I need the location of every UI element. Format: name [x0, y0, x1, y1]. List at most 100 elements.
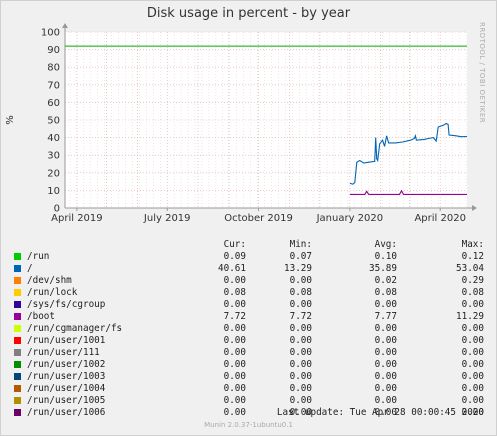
x-tick-label: October 2019 [224, 213, 293, 224]
legend-row: /run/cgmanager/fs 0.00 0.00 0.00 0.00 [0, 323, 497, 335]
legend-value-max: 0.00 [461, 383, 484, 394]
legend-series-name: /run/user/1005 [27, 395, 106, 406]
legend-value-max: 0.08 [461, 287, 484, 298]
legend-value-min: 0.00 [289, 299, 312, 310]
chart-title: Disk usage in percent - by year [146, 6, 351, 21]
legend-row: /run 0.09 0.07 0.10 0.12 [0, 251, 497, 263]
legend-row: /run/user/1005 0.00 0.00 0.00 0.00 [0, 395, 497, 407]
legend-series-name: /run/user/111 [27, 347, 100, 358]
last-update: Last update: Tue Apr 28 00:00:45 2020 [276, 407, 484, 418]
legend-value-cur: 0.09 [223, 251, 246, 262]
legend-swatch [14, 301, 21, 308]
legend-value-min: 0.00 [289, 359, 312, 370]
y-tick-label: 60 [47, 98, 60, 109]
legend-header-max: Max: [461, 239, 484, 250]
y-tick-label: 50 [47, 116, 60, 127]
legend-value-cur: 40.61 [218, 263, 246, 274]
legend-row: /run/user/1002 0.00 0.00 0.00 0.00 [0, 359, 497, 371]
legend-swatch [14, 409, 21, 416]
legend-value-min: 13.29 [284, 263, 312, 274]
legend-value-max: 0.00 [461, 323, 484, 334]
legend-value-max: 0.00 [461, 347, 484, 358]
legend-series-name: /run/cgmanager/fs [27, 323, 123, 334]
y-tick-label: 30 [47, 151, 60, 162]
rrdtool-credit: RRDTOOL / TOBI OETIKER [478, 22, 486, 124]
y-tick-label: 80 [47, 63, 60, 74]
legend-value-min: 0.00 [289, 395, 312, 406]
legend-value-max: 0.00 [461, 359, 484, 370]
legend-value-avg: 0.00 [374, 359, 397, 370]
legend-value-min: 0.00 [289, 407, 312, 418]
legend-value-max: 0.12 [461, 251, 484, 262]
legend-value-avg: 0.08 [374, 287, 397, 298]
legend-value-max: 0.00 [461, 371, 484, 382]
x-axis-arrow [472, 205, 477, 211]
legend-value-max: 0.29 [461, 275, 484, 286]
y-tick-label: 0 [54, 204, 60, 215]
legend-value-min: 0.08 [289, 287, 312, 298]
legend-series-name: /run/user/1002 [27, 359, 106, 370]
legend-row: /run/user/1006 0.00 0.00 0.00 0.00 [0, 407, 497, 419]
legend-swatch [14, 325, 21, 332]
legend-swatch [14, 265, 21, 272]
x-tick-label: January 2020 [316, 213, 384, 224]
legend-value-cur: 0.00 [223, 359, 246, 370]
y-tick-label: 10 [47, 186, 60, 197]
legend-row: /run/lock 0.08 0.08 0.08 0.08 [0, 287, 497, 299]
legend-value-avg: 0.00 [374, 395, 397, 406]
legend-swatch [14, 289, 21, 296]
legend-swatch [14, 277, 21, 284]
legend-header: Cur: Min: Avg: Max: [0, 239, 497, 251]
legend-series-name: /dev/shm [27, 275, 72, 286]
legend-series-name: /sys/fs/cgroup [27, 299, 106, 310]
legend-series-name: /run/user/1001 [27, 335, 106, 346]
legend-value-avg: 35.89 [369, 263, 397, 274]
legend-series-name: /run [27, 251, 50, 262]
legend-value-avg: 0.00 [374, 335, 397, 346]
legend-swatch [14, 373, 21, 380]
legend-series-name: /boot [27, 311, 55, 322]
legend-series-name: / [27, 263, 33, 274]
legend-row: / 40.61 13.29 35.89 53.04 [0, 263, 497, 275]
legend-header-avg: Avg: [374, 239, 397, 250]
legend-series-name: /run/user/1003 [27, 371, 106, 382]
x-tick-label: July 2019 [143, 213, 191, 224]
y-tick-label: 70 [47, 80, 60, 91]
chart-svg: 0 10 20 30 40 50 60 70 80 90 100 April 2019 July 201… [5, 23, 477, 224]
legend-series-name: /run/lock [27, 287, 78, 298]
legend-value-avg: 0.02 [374, 275, 397, 286]
legend-row: /run/user/1004 0.00 0.00 0.00 0.00 [0, 383, 497, 395]
legend-value-max: 0.00 [461, 407, 484, 418]
legend-value-min: 0.00 [289, 275, 312, 286]
legend-swatch [14, 313, 21, 320]
legend-value-min: 0.07 [289, 251, 312, 262]
legend-value-min: 0.00 [289, 335, 312, 346]
legend-value-min: 7.72 [289, 311, 312, 322]
legend-value-avg: 0.00 [374, 347, 397, 358]
legend-swatch [14, 337, 21, 344]
legend-value-cur: 0.00 [223, 347, 246, 358]
legend-series-name: /run/user/1004 [27, 383, 106, 394]
legend-value-avg: 0.10 [374, 251, 397, 262]
legend-row: /dev/shm 0.00 0.00 0.02 0.29 [0, 275, 497, 287]
legend-value-max: 11.29 [456, 311, 484, 322]
munin-version: Munin 2.0.37-1ubuntu0.1 [204, 421, 293, 429]
x-tick-label: April 2019 [51, 213, 102, 224]
legend-value-min: 0.00 [289, 383, 312, 394]
legend-value-avg: 7.77 [374, 311, 397, 322]
legend-value-avg: 0.00 [374, 299, 397, 310]
y-axis-label: % [5, 115, 16, 125]
legend-value-cur: 0.00 [223, 371, 246, 382]
legend-value-max: 0.00 [461, 299, 484, 310]
y-tick-label: 20 [47, 168, 60, 179]
legend-header-cur: Cur: [223, 239, 246, 250]
legend-swatch [14, 397, 21, 404]
legend-value-avg: 0.00 [374, 371, 397, 382]
legend-value-cur: 0.00 [223, 275, 246, 286]
legend-value-cur: 0.00 [223, 395, 246, 406]
legend-swatch [14, 385, 21, 392]
x-tick-label: April 2020 [414, 213, 465, 224]
legend-row: /run/user/111 0.00 0.00 0.00 0.00 [0, 347, 497, 359]
legend-swatch [14, 349, 21, 356]
legend-value-avg: 0.00 [374, 407, 397, 418]
